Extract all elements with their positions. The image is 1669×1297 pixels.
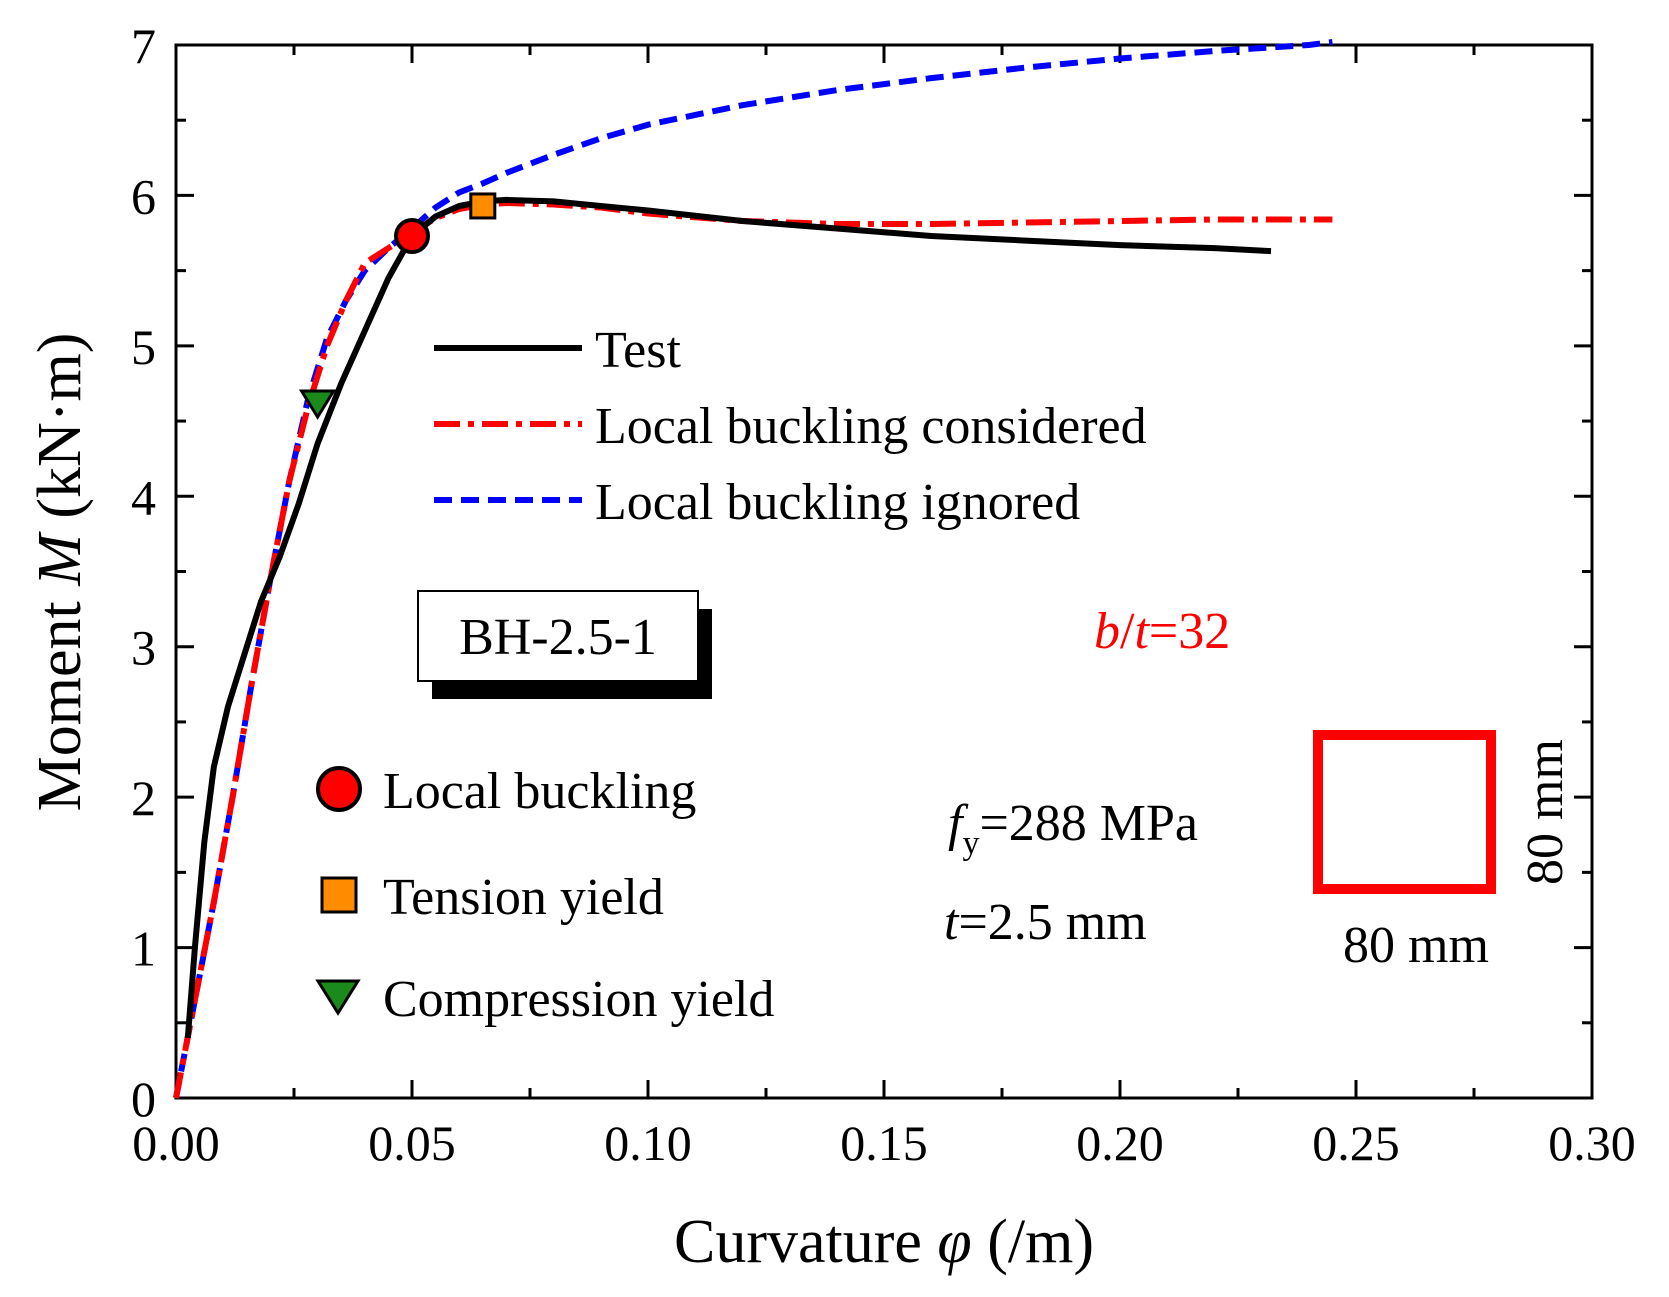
y-tick-label: 5: [131, 319, 156, 375]
x-tick-label: 0.30: [1548, 1115, 1636, 1171]
x-tick-label: 0.15: [840, 1115, 928, 1171]
line-legend: Test Local buckling considered Local buc…: [434, 322, 1147, 531]
cross-section: 80 mm 80 mm: [1313, 730, 1574, 974]
section-height-label: 80 mm: [1517, 739, 1574, 885]
marker-tension-yield: [469, 192, 497, 220]
x-axis-title: Curvature φ (/m): [674, 1208, 1094, 1276]
y-tick-label: 7: [131, 18, 156, 74]
series-line-local-buckling-ignored: [173, 39, 1333, 1099]
axis-ticks: [174, 43, 1594, 1100]
series-line-local-buckling-considered: [173, 200, 1333, 1099]
marker-layer: [298, 192, 497, 420]
y-tick-label: 3: [131, 620, 156, 676]
marker-legend-triangle: [315, 979, 361, 1016]
x-tick-label: 0.25: [1312, 1115, 1400, 1171]
y-tick-label: 6: [131, 168, 156, 224]
y-axis-title: Moment M (kN·m): [26, 333, 94, 812]
section-width-label: 80 mm: [1343, 917, 1489, 974]
tick-labels: 0.00 0.05 0.10 0.15 0.20 0.25 0.30 0 1 2 3 4 5 6 7: [131, 18, 1636, 1171]
x-tick-label: 0.05: [368, 1115, 456, 1171]
y-tick-label: 0: [131, 1071, 156, 1127]
thickness-annotation: t=2.5 mm: [944, 894, 1147, 951]
y-tick-label: 1: [131, 921, 156, 977]
marker-legend-circle-label: Local buckling: [383, 763, 696, 820]
specimen-label-box: [417, 590, 699, 682]
yield-strength-annotation: fy=288 MPa: [948, 795, 1198, 862]
marker-legend-square-label: Tension yield: [383, 869, 664, 926]
x-tick-label: 0.20: [1076, 1115, 1164, 1171]
marker-legend-circle: [316, 766, 362, 812]
legend-test-label: Test: [595, 322, 681, 379]
legend-ignored-label: Local buckling ignored: [595, 474, 1080, 531]
marker-legend-triangle-label: Compression yield: [383, 971, 774, 1028]
square-section-icon: [1313, 730, 1496, 894]
legend-considered-label: Local buckling considered: [595, 398, 1147, 455]
marker-legend: Local buckling Tension yield Compression…: [315, 763, 774, 1028]
marker-compression-yield: [298, 389, 337, 420]
series-layer: [173, 39, 1333, 1099]
x-tick-label: 0.00: [132, 1115, 220, 1171]
x-tick-label: 0.10: [604, 1115, 692, 1171]
marker-legend-square: [320, 876, 358, 914]
specimen-label: BH-2.5-1: [417, 590, 712, 699]
ratio-annotation: b/t=32: [1094, 603, 1230, 660]
y-tick-label: 2: [131, 770, 156, 826]
y-tick-label: 4: [131, 469, 156, 525]
marker-local-buckling: [394, 218, 430, 255]
specimen-label-text: BH-2.5-1: [459, 609, 657, 666]
